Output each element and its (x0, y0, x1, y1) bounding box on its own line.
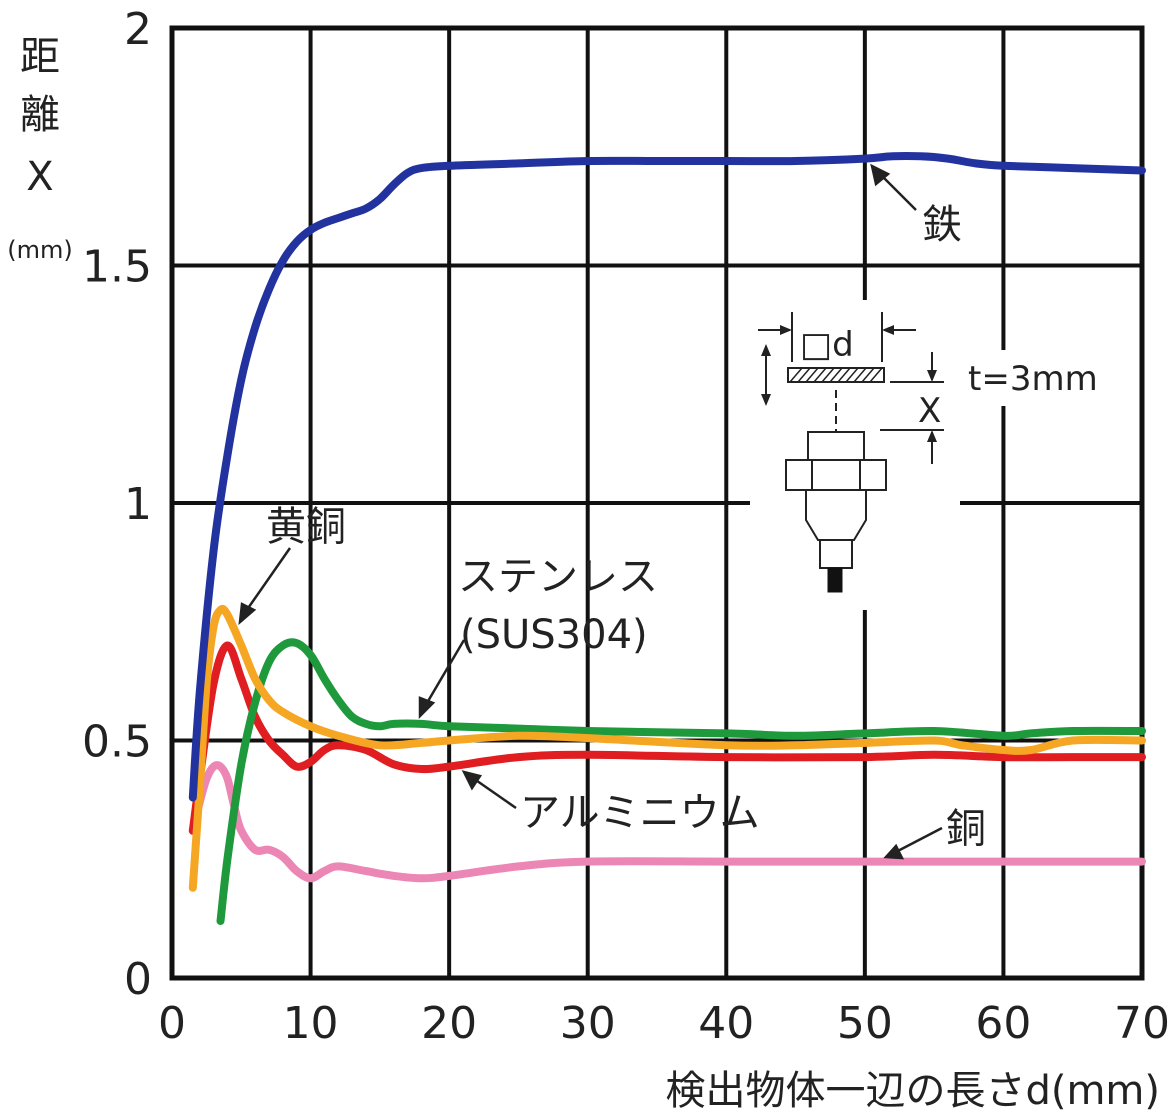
inset-left-arrowhead-bottom (761, 394, 771, 406)
y-axis-label-char-2: 離 (20, 92, 60, 138)
inset-x-arrowhead-top (927, 370, 937, 382)
inset-t-label: t=3mm (968, 359, 1098, 399)
annotation-aluminium: アルミニウム (520, 790, 760, 836)
x-tick-label: 20 (421, 998, 477, 1049)
y-axis-label-char-4: (mm) (7, 236, 72, 264)
inset-d-arrowhead-right (882, 325, 894, 335)
x-tick-label: 60 (975, 998, 1031, 1049)
inset-t-label-background (960, 350, 1120, 406)
annotation-copper: 銅 (946, 806, 986, 852)
y-tick-label: 0 (124, 954, 152, 1005)
x-tick-label: 50 (837, 998, 893, 1049)
grid (169, 25, 1145, 981)
x-tick-label: 10 (283, 998, 339, 1049)
y-tick-label: 1.5 (82, 242, 152, 293)
inset-diagram: □d X t=3mm (750, 300, 1120, 610)
arrowhead-brass (238, 602, 257, 626)
y-axis-label: 距 離 X (mm) (7, 34, 72, 264)
inset-sensor-cable (827, 567, 843, 593)
annotation-brass: 黄銅 (266, 504, 346, 550)
inset-sensor-nut (785, 459, 887, 491)
series-layer (188, 152, 1146, 925)
arrow-brass (242, 547, 292, 615)
y-axis-label-char-1: 距 (20, 34, 60, 80)
series-line-stainless (216, 638, 1146, 925)
inset-sensor-body (805, 489, 867, 541)
annotation-arrows (238, 163, 943, 860)
y-tick-labels: 0 0.5 1 1.5 2 (82, 4, 152, 1005)
arrowhead-stainless (418, 696, 436, 720)
inset-left-arrowhead-top (761, 344, 771, 356)
inset-sensor-head (807, 431, 865, 461)
y-tick-label: 1 (124, 479, 152, 530)
inset-d-label: □d (800, 325, 854, 365)
series-line-iron (188, 152, 1146, 802)
x-tick-label: 0 (158, 998, 186, 1049)
annotation-sus304: (SUS304) (460, 612, 648, 658)
x-tick-label: 70 (1114, 998, 1168, 1049)
series-line-aluminium (188, 641, 1146, 835)
inset-x-arrowhead-bottom (927, 430, 937, 442)
inset-sensor-tail (819, 539, 853, 569)
annotation-stainless: ステンレス (458, 554, 658, 600)
x-tick-label: 40 (698, 998, 754, 1049)
series-line-copper (188, 761, 1146, 883)
series-line-brass (188, 604, 1146, 892)
x-tick-labels: 0 10 20 30 40 50 60 70 (158, 998, 1168, 1049)
y-tick-label: 2 (124, 4, 152, 55)
y-axis-label-char-3: X (26, 154, 53, 200)
arrowhead-iron (870, 163, 891, 187)
annotation-iron: 鉄 (922, 202, 962, 248)
inset-x-label: X (918, 391, 941, 431)
arrow-copper (891, 826, 943, 856)
x-tick-label: 30 (560, 998, 616, 1049)
arrow-stainless (422, 639, 466, 709)
inset-d-arrowhead-left (780, 325, 792, 335)
arrowhead-aluminium (461, 770, 483, 791)
y-tick-label: 0.5 (82, 717, 152, 768)
x-axis-label: 検出物体一辺の長さd(mm) (665, 1068, 1160, 1114)
arrowhead-copper (883, 843, 905, 860)
inset-plate-hatch (789, 367, 883, 383)
